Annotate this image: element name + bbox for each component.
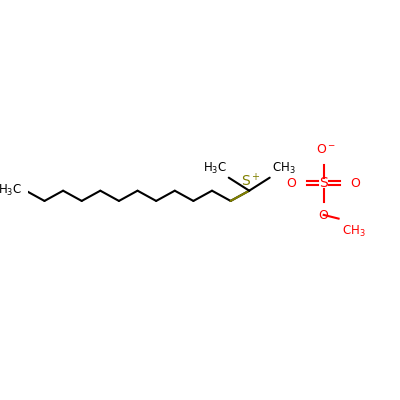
Text: $\mathregular{H_3C}$: $\mathregular{H_3C}$ [203,161,227,176]
Text: $\mathregular{S}$: $\mathregular{S}$ [319,176,329,190]
Text: $\mathregular{O}$: $\mathregular{O}$ [350,177,361,190]
Text: $\mathregular{CH_3}$: $\mathregular{CH_3}$ [342,224,366,239]
Text: $\mathregular{CH_3}$: $\mathregular{CH_3}$ [272,161,295,176]
Text: $\mathregular{S^+}$: $\mathregular{S^+}$ [241,172,261,189]
Text: $\mathregular{H_3C}$: $\mathregular{H_3C}$ [0,183,22,198]
Text: $\mathregular{O^-}$: $\mathregular{O^-}$ [316,143,336,156]
Text: $\mathregular{O}$: $\mathregular{O}$ [286,177,298,190]
Text: $\mathregular{O}$: $\mathregular{O}$ [318,209,329,222]
